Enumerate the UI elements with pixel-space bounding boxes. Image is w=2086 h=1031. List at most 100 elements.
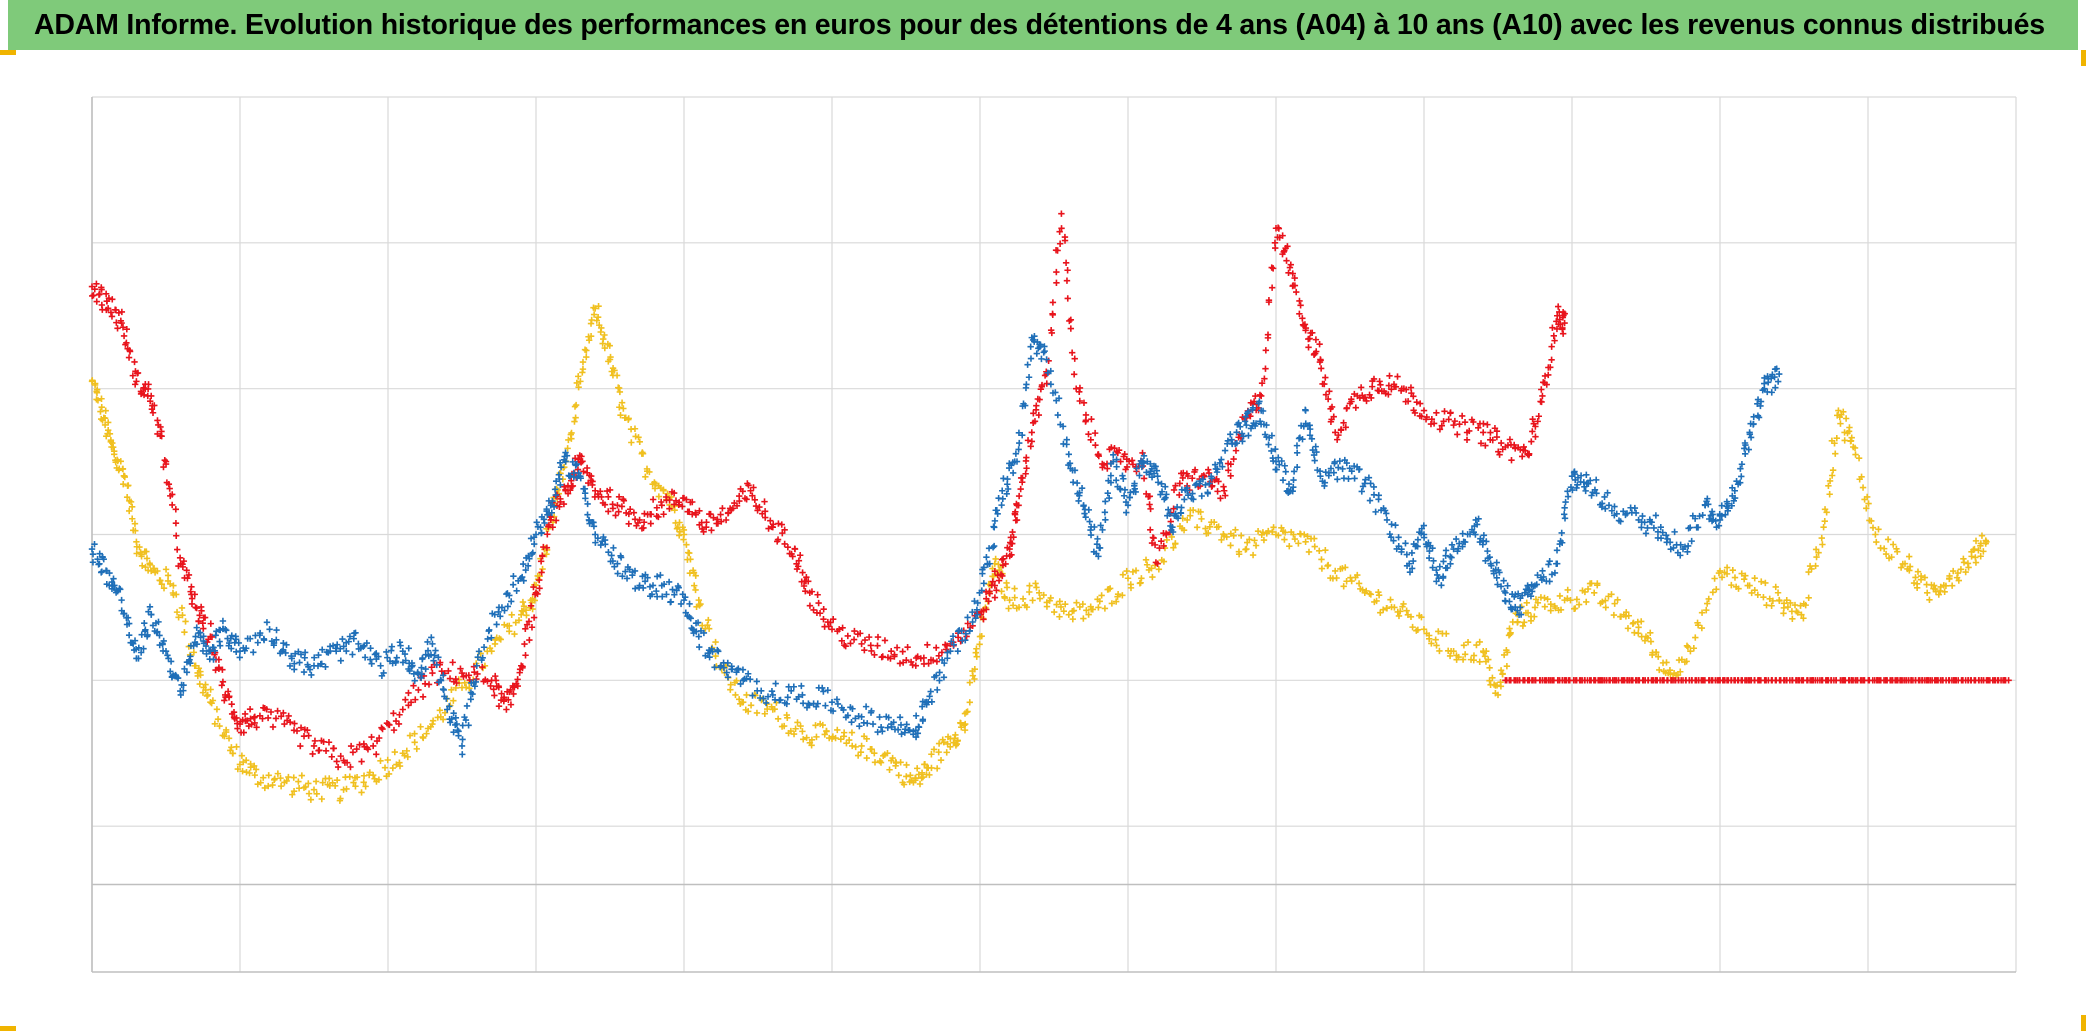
data-point — [1322, 391, 1330, 398]
data-point — [1483, 538, 1490, 545]
data-point — [529, 549, 537, 556]
data-point — [109, 296, 116, 303]
data-point — [1025, 374, 1033, 381]
data-point — [111, 582, 118, 589]
data-point — [125, 631, 133, 639]
data-point — [1448, 541, 1456, 548]
data-point — [1272, 244, 1279, 252]
data-point — [828, 626, 836, 633]
data-point — [1414, 536, 1422, 543]
data-point — [1242, 413, 1249, 421]
data-point — [1400, 600, 1407, 608]
data-point — [1500, 651, 1508, 659]
data-point — [899, 648, 906, 655]
data-point — [1480, 429, 1487, 436]
data-point — [1107, 460, 1115, 467]
data-point — [1170, 505, 1177, 512]
data-point — [1574, 481, 1581, 489]
data-point — [505, 696, 512, 703]
data-point — [1049, 299, 1057, 306]
data-point — [1534, 599, 1542, 607]
data-point — [448, 686, 455, 694]
data-point — [767, 517, 774, 524]
data-point — [1484, 421, 1491, 428]
data-point — [1113, 456, 1120, 463]
data-point — [1312, 443, 1319, 450]
data-point — [1263, 421, 1270, 429]
data-point — [120, 610, 127, 618]
data-point — [390, 726, 398, 734]
data-point — [1348, 398, 1355, 405]
data-point — [219, 625, 227, 633]
data-point — [479, 654, 486, 662]
data-point — [527, 535, 535, 542]
data-point — [1306, 335, 1313, 342]
data-point — [1711, 575, 1718, 582]
data-point — [705, 625, 713, 632]
data-point — [202, 681, 209, 688]
data-point — [856, 722, 863, 730]
data-point — [474, 670, 481, 678]
data-point — [1525, 452, 1533, 459]
data-point — [101, 414, 109, 422]
data-point — [1541, 594, 1548, 602]
data-point — [1519, 622, 1527, 630]
data-point — [1652, 648, 1660, 656]
data-point — [240, 729, 247, 736]
data-point — [1064, 267, 1071, 274]
data-point — [1302, 538, 1309, 545]
data-point — [622, 568, 629, 575]
data-point — [881, 637, 889, 644]
data-point — [715, 648, 722, 655]
data-point — [1395, 534, 1402, 541]
data-point — [1447, 560, 1454, 568]
data-point — [290, 774, 297, 781]
data-point — [994, 510, 1001, 517]
data-point — [547, 502, 554, 509]
data-point — [450, 697, 457, 704]
data-point — [118, 596, 125, 604]
data-point — [885, 714, 892, 721]
data-point — [601, 501, 609, 508]
data-point — [169, 491, 176, 498]
data-point — [346, 633, 354, 640]
data-point — [1316, 467, 1324, 475]
data-point — [1436, 647, 1443, 655]
data-point — [739, 666, 747, 673]
data-point — [988, 581, 995, 589]
data-point — [378, 724, 385, 731]
data-point — [774, 715, 782, 723]
data-point — [1518, 453, 1526, 460]
data-point — [1119, 472, 1126, 479]
data-point — [452, 675, 460, 683]
data-point — [1583, 598, 1590, 606]
data-point — [205, 647, 213, 654]
data-point — [1527, 592, 1535, 600]
data-point — [322, 663, 329, 670]
data-point — [203, 638, 211, 646]
data-point — [1414, 626, 1422, 633]
data-point — [1053, 268, 1060, 276]
data-point — [1564, 586, 1571, 594]
data-point — [345, 638, 352, 645]
data-point — [180, 557, 188, 565]
data-point — [1683, 658, 1690, 665]
data-point — [1348, 468, 1355, 475]
data-point — [687, 556, 694, 563]
data-point — [771, 706, 778, 713]
data-point — [1309, 446, 1316, 454]
data-point — [1758, 578, 1765, 585]
data-point — [912, 662, 919, 669]
data-point — [871, 759, 879, 766]
data-point — [1485, 656, 1492, 663]
data-point — [1428, 640, 1435, 647]
data-point — [214, 715, 222, 723]
data-point — [1057, 603, 1065, 611]
data-point — [526, 636, 533, 644]
data-point — [1494, 581, 1501, 588]
data-point — [1321, 380, 1328, 388]
data-point — [358, 758, 365, 765]
data-point — [270, 641, 278, 649]
data-point — [1882, 550, 1890, 558]
data-point — [581, 346, 589, 353]
